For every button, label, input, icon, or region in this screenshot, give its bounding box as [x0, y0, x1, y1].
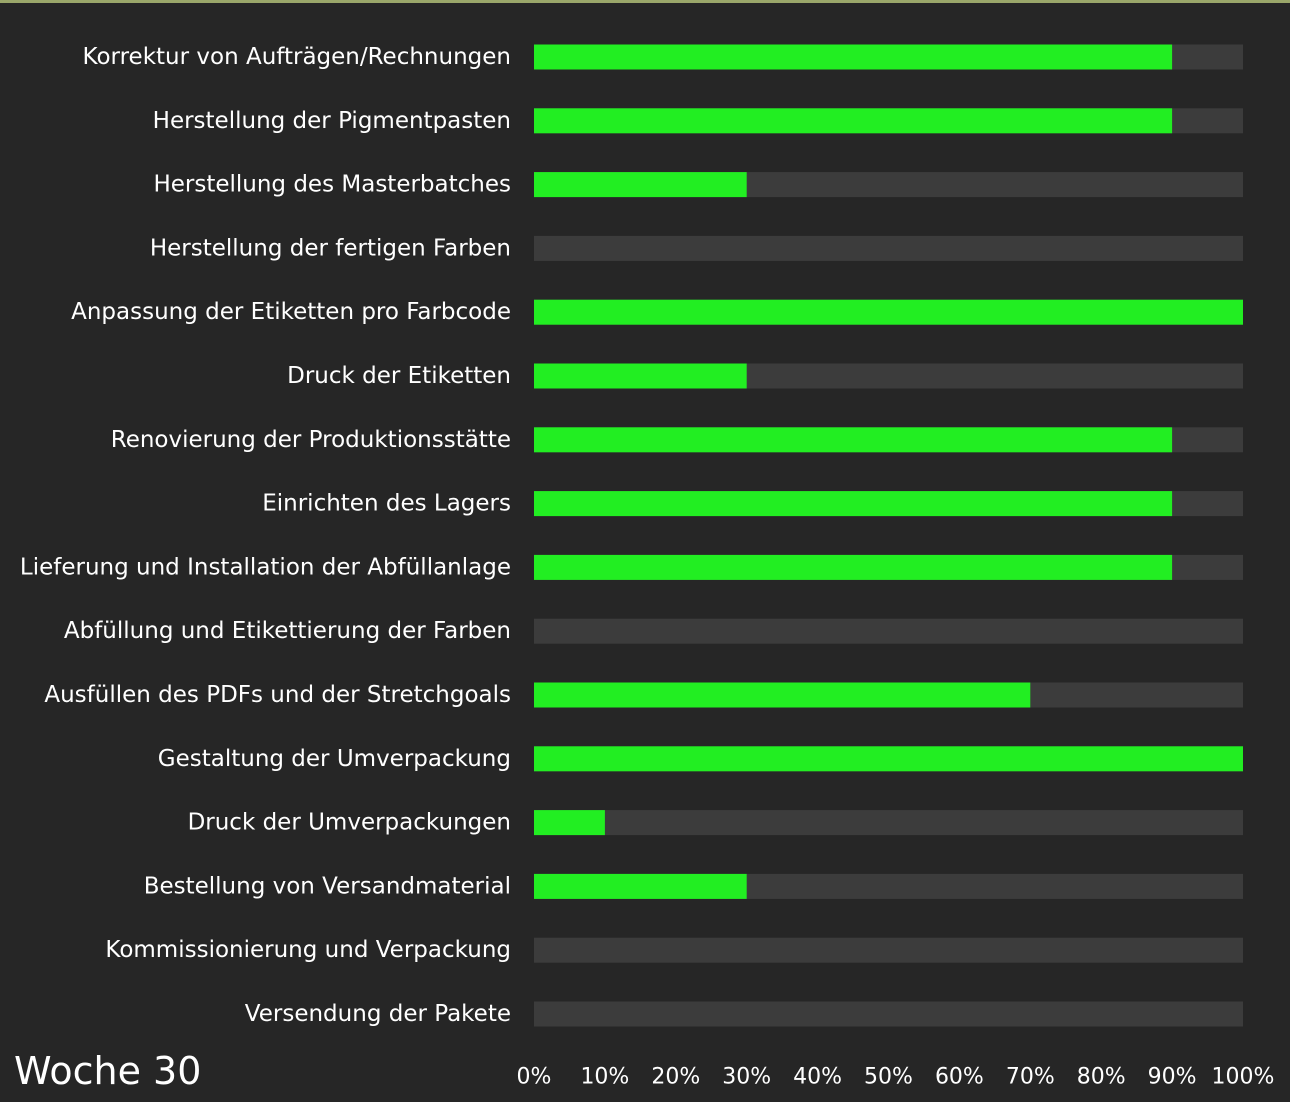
progress-bar — [534, 299, 1243, 325]
progress-bar — [534, 491, 1173, 517]
progress-bar — [534, 44, 1173, 70]
category-label: Kommissionierung und Verpackung — [105, 937, 511, 963]
x-tick-label: 60% — [935, 1065, 984, 1090]
category-label: Ausfüllen des PDFs und der Stretchgoals — [44, 682, 511, 708]
category-label: Renovierung der Produktionsstätte — [111, 427, 511, 453]
category-label: Anpassung der Etiketten pro Farbcode — [71, 299, 511, 325]
progress-bar — [534, 682, 1031, 708]
x-tick-label: 50% — [864, 1065, 913, 1090]
x-tick-label: 40% — [793, 1065, 842, 1090]
category-label: Lieferung und Installation der Abfüllanl… — [20, 554, 511, 580]
x-tick-label: 80% — [1077, 1065, 1126, 1090]
x-tick-label: 20% — [651, 1065, 700, 1090]
x-tick-label: 0% — [517, 1065, 552, 1090]
progress-bar — [534, 363, 747, 389]
bar-track — [534, 937, 1243, 963]
category-label: Bestellung von Versandmaterial — [144, 873, 511, 899]
x-axis-ticks: 0% 10% 20% 30% 40% 50% 60% 70% 80% 90% 100% — [517, 1065, 1275, 1090]
x-tick-label: 90% — [1148, 1065, 1197, 1090]
category-label: Gestaltung der Umverpackung — [158, 746, 511, 772]
top-rule — [0, 0, 1290, 3]
bar-track — [534, 810, 1243, 836]
progress-bar — [534, 746, 1243, 772]
bar-track — [534, 1001, 1243, 1027]
progress-bars — [534, 44, 1243, 899]
progress-bar — [534, 810, 605, 836]
bar-track — [534, 235, 1243, 261]
progress-bar — [534, 172, 747, 198]
progress-bar — [534, 427, 1173, 453]
category-label: Herstellung des Masterbatches — [153, 172, 511, 198]
category-labels: Korrektur von Aufträgen/Rechnungen Herste… — [20, 44, 511, 1027]
progress-bar — [534, 873, 747, 899]
week-label: Woche 30 — [14, 1049, 202, 1093]
category-label: Abfüllung und Etikettierung der Farben — [64, 618, 511, 644]
x-tick-label: 10% — [580, 1065, 629, 1090]
category-label: Einrichten des Lagers — [262, 491, 511, 517]
category-label: Herstellung der fertigen Farben — [150, 235, 511, 261]
category-label: Korrektur von Aufträgen/Rechnungen — [83, 44, 511, 70]
x-tick-label: 30% — [722, 1065, 771, 1090]
bar-track — [534, 618, 1243, 644]
x-tick-label: 100% — [1212, 1065, 1275, 1090]
category-label: Versendung der Pakete — [245, 1001, 511, 1027]
category-label: Druck der Etiketten — [287, 363, 511, 389]
category-label: Herstellung der Pigmentpasten — [153, 108, 511, 134]
category-label: Druck der Umverpackungen — [188, 810, 511, 836]
progress-bar — [534, 554, 1173, 580]
x-tick-label: 70% — [1006, 1065, 1055, 1090]
progress-bar — [534, 108, 1173, 134]
